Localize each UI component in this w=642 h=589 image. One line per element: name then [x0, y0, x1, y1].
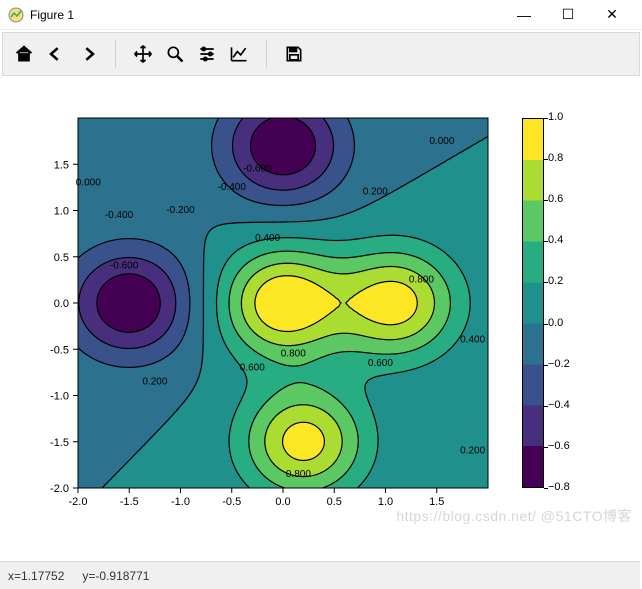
- svg-text:-0.600: -0.600: [110, 261, 139, 272]
- svg-text:0.400: 0.400: [460, 335, 485, 346]
- forward-button[interactable]: [73, 39, 103, 69]
- svg-text:1.0: 1.0: [54, 206, 69, 218]
- contour-axes[interactable]: -0.600 -0.600 -0.400 -0.400 -0.200 0.000 0.000…: [78, 118, 488, 488]
- svg-text:0.200: 0.200: [142, 376, 167, 387]
- home-icon: [14, 44, 34, 64]
- minimize-button[interactable]: —: [502, 1, 546, 29]
- colorbar-tick-label: −0.2: [548, 358, 570, 370]
- arrow-left-icon: [46, 44, 66, 64]
- close-button[interactable]: ✕: [590, 1, 634, 29]
- svg-text:-1.5: -1.5: [50, 437, 69, 449]
- svg-text:0.200: 0.200: [363, 187, 388, 198]
- colorbar-tick-label: −0.4: [548, 399, 570, 411]
- cursor-y: y=-0.918771: [82, 569, 149, 583]
- toolbar: [2, 32, 640, 76]
- move-icon: [133, 44, 153, 64]
- save-button[interactable]: [279, 39, 309, 69]
- svg-text:-0.200: -0.200: [166, 205, 195, 216]
- back-button[interactable]: [41, 39, 71, 69]
- svg-text:-0.600: -0.600: [243, 164, 272, 175]
- svg-text:1.5: 1.5: [54, 159, 69, 171]
- svg-text:0.600: 0.600: [240, 362, 265, 373]
- sliders-icon: [197, 44, 217, 64]
- svg-text:-0.400: -0.400: [105, 210, 134, 221]
- colorbar-tick-label: 0.2: [548, 275, 563, 287]
- svg-text:-2.0: -2.0: [69, 496, 88, 508]
- colorbar-tick-label: 0.8: [548, 152, 563, 164]
- svg-text:0.000: 0.000: [76, 177, 101, 188]
- svg-text:0.800: 0.800: [281, 349, 306, 360]
- colorbar-tick-label: 0.4: [548, 234, 563, 246]
- svg-text:0.0: 0.0: [275, 496, 290, 508]
- titlebar: Figure 1 — ☐ ✕: [0, 0, 642, 30]
- svg-text:-0.400: -0.400: [218, 182, 247, 193]
- svg-text:0.800: 0.800: [409, 275, 434, 286]
- colorbar-tick-label: 1.0: [548, 111, 563, 123]
- svg-text:0.5: 0.5: [54, 252, 69, 264]
- svg-text:0.200: 0.200: [460, 446, 485, 457]
- window-title: Figure 1: [30, 8, 502, 22]
- svg-text:0.5: 0.5: [327, 496, 342, 508]
- watermark: https://blog.csdn.net/ @51CTO博客: [396, 506, 632, 526]
- home-button[interactable]: [9, 39, 39, 69]
- chart-line-icon: [229, 44, 249, 64]
- svg-text:1.0: 1.0: [378, 496, 393, 508]
- svg-text:0.400: 0.400: [255, 233, 280, 244]
- svg-text:0.600: 0.600: [368, 358, 393, 369]
- arrow-right-icon: [78, 44, 98, 64]
- colorbar-tick-label: −0.6: [548, 440, 570, 452]
- svg-text:0.0: 0.0: [54, 298, 69, 310]
- svg-text:-0.5: -0.5: [50, 344, 69, 356]
- svg-text:0.800: 0.800: [286, 469, 311, 480]
- toolbar-separator: [266, 40, 267, 68]
- colorbar-tick-label: −0.8: [548, 481, 570, 493]
- plot-area: -0.600 -0.600 -0.400 -0.400 -0.200 0.000 0.000…: [2, 78, 640, 556]
- toolbar-separator: [115, 40, 116, 68]
- pan-button[interactable]: [128, 39, 158, 69]
- svg-text:-2.0: -2.0: [50, 483, 69, 495]
- svg-text:0.000: 0.000: [429, 136, 454, 147]
- zoom-icon: [165, 44, 185, 64]
- svg-text:-1.0: -1.0: [171, 496, 190, 508]
- svg-text:-0.5: -0.5: [222, 496, 241, 508]
- colorbar-tick-label: 0.0: [548, 317, 563, 329]
- statusbar: x=1.17752 y=-0.918771: [0, 561, 640, 589]
- svg-text:-1.5: -1.5: [120, 496, 139, 508]
- app-icon: [8, 7, 24, 23]
- subplots-button[interactable]: [192, 39, 222, 69]
- cursor-x: x=1.17752: [8, 569, 64, 583]
- svg-text:1.5: 1.5: [429, 496, 444, 508]
- colorbar: [522, 118, 544, 488]
- colorbar-tick-label: 0.6: [548, 193, 563, 205]
- save-icon: [284, 44, 304, 64]
- svg-text:-1.0: -1.0: [50, 391, 69, 403]
- maximize-button[interactable]: ☐: [546, 1, 590, 29]
- zoom-button[interactable]: [160, 39, 190, 69]
- edit-button[interactable]: [224, 39, 254, 69]
